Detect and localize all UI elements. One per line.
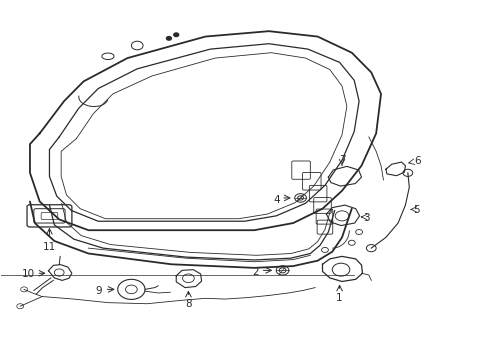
Text: 7: 7 — [338, 154, 345, 165]
Text: 4: 4 — [272, 195, 279, 205]
Text: 1: 1 — [336, 293, 342, 303]
Text: 6: 6 — [413, 156, 420, 166]
Text: 5: 5 — [412, 206, 419, 216]
Text: 11: 11 — [43, 242, 56, 252]
Text: 8: 8 — [185, 299, 191, 309]
Text: 2: 2 — [252, 267, 259, 277]
Text: 3: 3 — [362, 213, 369, 222]
Text: 10: 10 — [21, 269, 35, 279]
Circle shape — [173, 33, 178, 37]
Circle shape — [166, 37, 171, 40]
Text: 9: 9 — [95, 286, 102, 296]
